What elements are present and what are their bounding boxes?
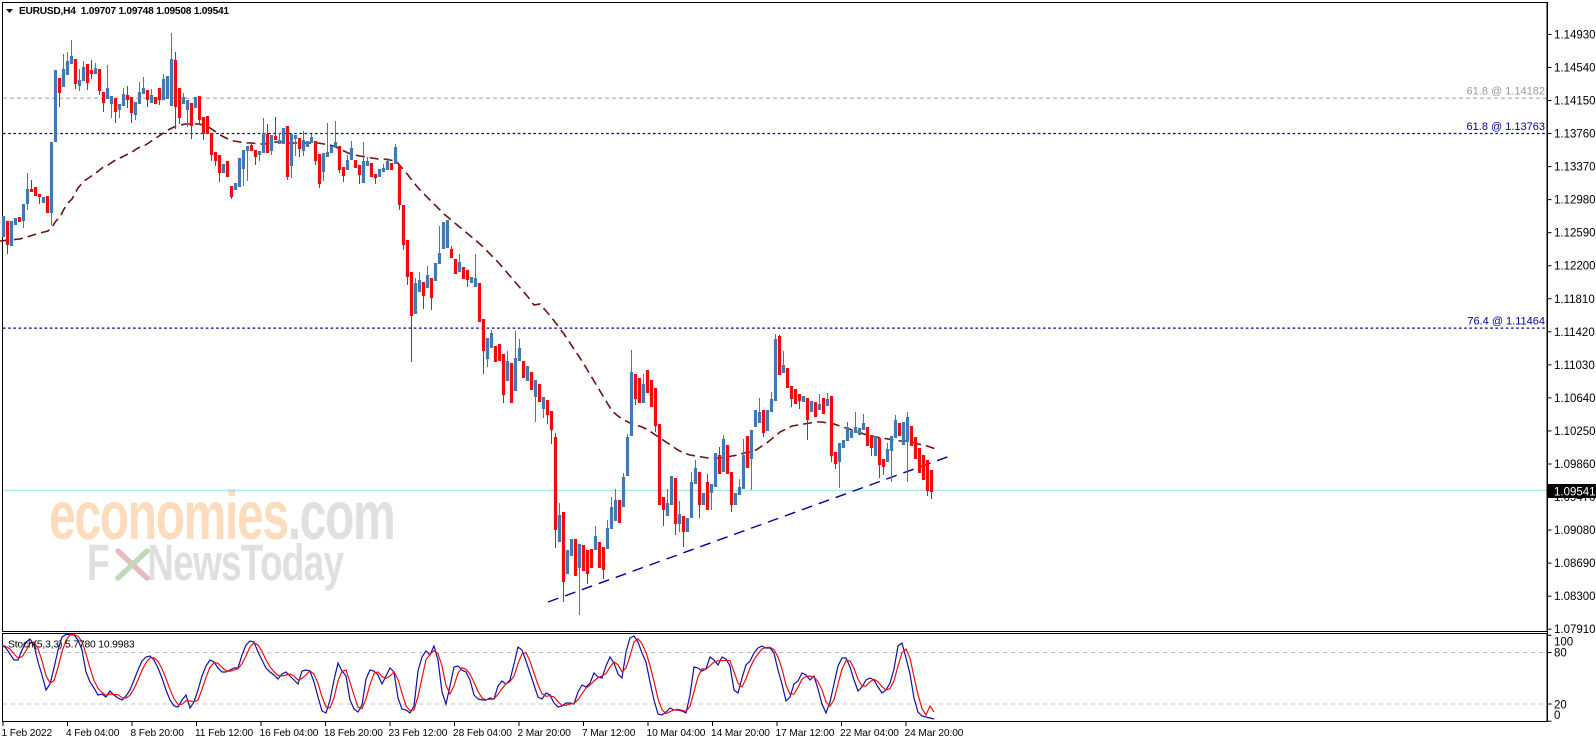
svg-text:11 Feb 12:00: 11 Feb 12:00: [195, 728, 254, 739]
svg-text:8 Feb 20:00: 8 Feb 20:00: [131, 728, 185, 739]
svg-text:61.8 @ 1.14182: 61.8 @ 1.14182: [1467, 86, 1545, 98]
svg-text:NewsToday: NewsToday: [147, 535, 344, 591]
svg-text:1.09860: 1.09860: [1554, 459, 1596, 471]
svg-text:F: F: [87, 535, 109, 591]
svg-text:1.10640: 1.10640: [1554, 393, 1596, 405]
svg-text:28 Feb 04:00: 28 Feb 04:00: [453, 728, 512, 739]
svg-text:1.14930: 1.14930: [1554, 29, 1596, 41]
svg-text:1.09080: 1.09080: [1554, 525, 1596, 537]
svg-text:20: 20: [1554, 699, 1567, 711]
svg-text:Stoch(5,3,3) 5.7780 10.9983: Stoch(5,3,3) 5.7780 10.9983: [8, 640, 135, 651]
svg-text:10 Mar 04:00: 10 Mar 04:00: [647, 728, 706, 739]
svg-text:76.4 @ 1.11464: 76.4 @ 1.11464: [1467, 316, 1545, 328]
svg-text:1.12590: 1.12590: [1554, 228, 1596, 240]
svg-text:1.14150: 1.14150: [1554, 95, 1596, 107]
svg-text:EURUSD,H4 1.09707 1.09748 1.0: EURUSD,H4 1.09707 1.09748 1.09508 1.0954…: [19, 6, 229, 17]
svg-text:24 Mar 20:00: 24 Mar 20:00: [905, 728, 964, 739]
svg-text:1.08300: 1.08300: [1554, 591, 1596, 603]
svg-text:1.13760: 1.13760: [1554, 129, 1596, 141]
svg-text:1.11420: 1.11420: [1554, 327, 1595, 339]
svg-text:80: 80: [1554, 648, 1567, 660]
svg-text:18 Feb 20:00: 18 Feb 20:00: [324, 728, 383, 739]
svg-text:100: 100: [1554, 637, 1573, 649]
svg-text:1 Feb 2022: 1 Feb 2022: [2, 728, 53, 739]
svg-text:14 Mar 20:00: 14 Mar 20:00: [711, 728, 770, 739]
svg-text:1.07910: 1.07910: [1554, 624, 1596, 636]
svg-text:23 Feb 12:00: 23 Feb 12:00: [389, 728, 448, 739]
svg-text:16 Feb 04:00: 16 Feb 04:00: [260, 728, 319, 739]
svg-text:1.09541: 1.09541: [1554, 487, 1596, 499]
svg-text:1.13370: 1.13370: [1554, 162, 1596, 174]
svg-text:1.11030: 1.11030: [1554, 360, 1595, 372]
svg-text:22 Mar 04:00: 22 Mar 04:00: [840, 728, 899, 739]
svg-text:0: 0: [1554, 710, 1560, 722]
svg-text:61.8 @ 1.13763: 61.8 @ 1.13763: [1467, 121, 1545, 133]
svg-text:1.10250: 1.10250: [1554, 426, 1596, 438]
svg-text:17 Mar 12:00: 17 Mar 12:00: [776, 728, 835, 739]
svg-text:1.14540: 1.14540: [1554, 62, 1596, 74]
svg-text:7 Mar 12:00: 7 Mar 12:00: [582, 728, 636, 739]
svg-text:1.08690: 1.08690: [1554, 558, 1596, 570]
svg-text:4 Feb 04:00: 4 Feb 04:00: [66, 728, 120, 739]
svg-text:economies.com: economies.com: [49, 476, 394, 554]
svg-text:2 Mar 20:00: 2 Mar 20:00: [518, 728, 572, 739]
svg-text:1.12980: 1.12980: [1554, 195, 1596, 207]
svg-text:1.11810: 1.11810: [1554, 294, 1595, 306]
svg-text:1.12200: 1.12200: [1554, 261, 1596, 273]
